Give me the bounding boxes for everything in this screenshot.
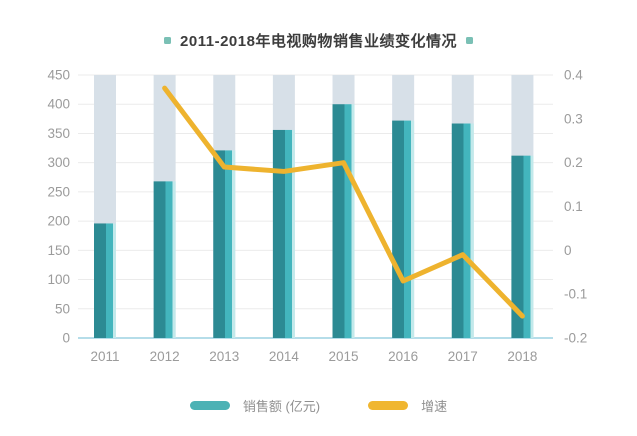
sales-bar-2018 [511, 155, 534, 338]
right-axis-tick-label: -0.1 [564, 287, 587, 302]
sales-bar-2015 [332, 104, 355, 338]
x-axis-label-2013: 2013 [209, 349, 239, 364]
x-axis-label-2016: 2016 [388, 349, 418, 364]
sales-bar-2012 [153, 181, 176, 338]
sales-bar-2017 [451, 123, 474, 339]
left-axis-tick-label: 50 [55, 301, 70, 316]
left-axis-tick-label: 400 [47, 97, 70, 112]
right-axis-tick-label: -0.2 [564, 331, 587, 346]
legend: 销售额 (亿元) 增速 [0, 396, 637, 415]
left-axis-tick-label: 100 [47, 272, 70, 287]
right-axis-tick-label: 0.4 [564, 68, 583, 83]
legend-item-growth: 增速 [368, 396, 447, 415]
legend-item-sales: 销售额 (亿元) [189, 396, 321, 415]
left-axis-tick-label: 150 [47, 243, 70, 258]
sales-bar-2016 [392, 120, 415, 338]
chart-title-row: 2011-2018年电视购物销售业绩变化情况 [0, 30, 637, 51]
right-axis-tick-label: 0 [564, 243, 572, 258]
right-axis-tick-label: 0.2 [564, 155, 583, 170]
x-axis-label-2011: 2011 [90, 349, 119, 364]
left-axis-tick-label: 250 [47, 184, 70, 199]
x-axis-label-2018: 2018 [507, 349, 537, 364]
left-axis-tick-label: 200 [47, 214, 70, 229]
x-axis-label-2014: 2014 [269, 349, 300, 364]
sales-legend-swatch-icon [189, 401, 230, 410]
x-axis-label-2015: 2015 [328, 349, 358, 364]
right-axis-tick-label: 0.1 [564, 199, 583, 214]
sales-bar-2011 [94, 223, 116, 338]
chart-title: 2011-2018年电视购物销售业绩变化情况 [180, 33, 457, 50]
title-decoration-right-icon [465, 37, 473, 44]
growth-legend-label: 增速 [421, 399, 448, 414]
growth-line [162, 85, 525, 319]
growth-legend-swatch-icon [368, 401, 409, 410]
x-axis-label-2017: 2017 [448, 349, 478, 364]
right-axis-tick-label: 0.3 [564, 111, 583, 126]
sales-bar-2014 [272, 129, 295, 338]
left-axis-tick-label: 450 [47, 68, 70, 83]
left-axis-tick-label: 350 [47, 126, 70, 141]
sales-bar-2013 [213, 150, 236, 338]
title-decoration-left-icon [164, 37, 172, 44]
x-axis-label-2012: 2012 [150, 349, 180, 364]
left-axis-tick-label: 300 [47, 155, 70, 170]
left-axis-tick-label: 0 [62, 331, 70, 346]
sales-legend-label: 销售额 (亿元) [242, 399, 321, 414]
